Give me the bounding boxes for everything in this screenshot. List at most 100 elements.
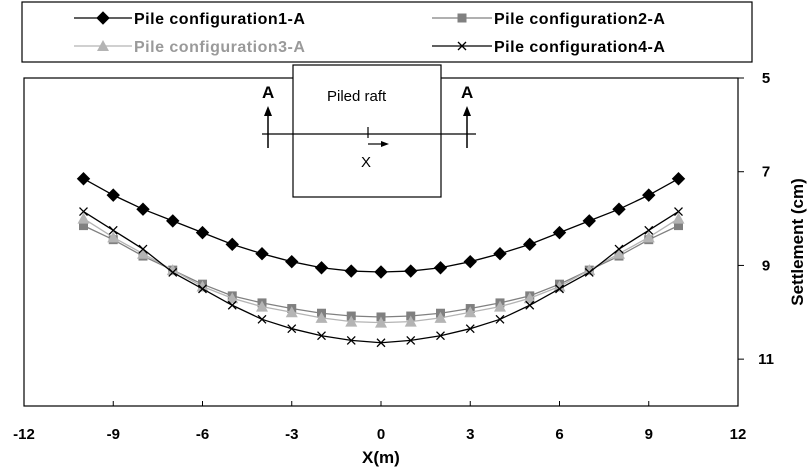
data-point: [495, 314, 505, 324]
data-point: [642, 188, 656, 202]
data-point: [584, 267, 594, 277]
data-point: [285, 254, 299, 269]
data-point: [287, 324, 297, 334]
data-point: [107, 231, 120, 243]
data-point: [137, 247, 149, 259]
inset-arrowhead-right-icon: [463, 106, 471, 116]
inset-diagram: Piled raft A A X: [262, 64, 476, 198]
data-point: [166, 214, 180, 228]
data-point: [614, 244, 624, 254]
axes: -12 -9 -6 -3 0 3 6 9 12 5 7 9 11: [13, 70, 774, 443]
legend: Pile configuration1-A Pile configuration2…: [21, 1, 753, 63]
x-tick-label: 3: [466, 426, 474, 443]
legend-item-2: Pile configuration2-A: [432, 11, 665, 28]
data-point: [493, 247, 507, 261]
data-point: [344, 264, 358, 278]
data-point: [555, 284, 564, 294]
data-point: [345, 315, 358, 327]
data-point: [256, 300, 268, 312]
data-point: [613, 247, 625, 259]
data-point: [406, 335, 416, 345]
data-point: [644, 225, 654, 235]
data-point: [196, 280, 209, 292]
data-point: [672, 212, 685, 224]
data-point: [374, 265, 388, 279]
inset-raft-box: [292, 64, 442, 198]
data-point: [523, 292, 536, 304]
y-axis-title: Settlement (cm): [788, 178, 807, 306]
data-point: [375, 316, 387, 328]
x-tick-label: 9: [645, 426, 653, 443]
series-1: [76, 172, 686, 279]
data-point: [582, 214, 596, 228]
inset-x-arrowhead-icon: [381, 141, 389, 147]
data-point: [166, 264, 179, 276]
data-point: [225, 237, 239, 252]
data-point: [674, 221, 683, 231]
data-point: [404, 264, 418, 278]
data-point: [553, 280, 566, 292]
data-point: [136, 202, 150, 216]
data-point: [433, 261, 448, 275]
data-point: [464, 306, 477, 318]
data-point: [285, 306, 298, 318]
x-tick-label: -12: [13, 426, 35, 443]
data-point: [227, 300, 237, 310]
legend-marker: [457, 13, 467, 23]
data-point: [436, 331, 445, 341]
data-point: [583, 264, 596, 276]
data-point: [552, 225, 567, 240]
data-point: [314, 261, 329, 275]
data-point: [463, 254, 477, 269]
data-point: [523, 237, 537, 252]
data-point: [642, 231, 655, 243]
x-tick-label: 12: [730, 426, 747, 443]
x-tick-label: -3: [285, 426, 298, 443]
inset-arrowhead-left-icon: [264, 106, 272, 116]
data-point: [346, 335, 356, 345]
data-point: [77, 212, 90, 224]
data-point: [612, 202, 626, 216]
data-point: [138, 244, 148, 254]
data-point: [465, 324, 475, 334]
series-layer: [76, 172, 686, 348]
data-point: [376, 338, 386, 348]
data-point: [317, 331, 326, 341]
x-tick-label: 6: [555, 426, 563, 443]
data-point: [255, 247, 269, 261]
data-point: [226, 292, 239, 304]
y-tick-label: 9: [762, 257, 770, 274]
legend-item-3: Pile configuration3-A: [74, 39, 305, 56]
data-point: [315, 311, 328, 323]
series-4: [79, 207, 683, 348]
inset-section-label-left: A: [262, 83, 274, 102]
legend-label: Pile configuration4-A: [494, 39, 665, 56]
inset-raft-label: Piled raft: [327, 88, 387, 105]
legend-frame: [21, 1, 753, 63]
x-tick-label: -9: [107, 426, 120, 443]
legend-label: Pile configuration3-A: [134, 39, 305, 56]
legend-item-1: Pile configuration1-A: [74, 11, 305, 28]
data-point: [76, 172, 91, 186]
data-point: [168, 267, 178, 277]
legend-marker: [97, 40, 109, 51]
inset-x-label: X: [361, 154, 371, 171]
y-tick-label: 11: [758, 351, 774, 368]
data-point: [195, 225, 210, 240]
data-point: [434, 311, 447, 323]
x-axis-title: X(m): [362, 448, 400, 467]
legend-label: Pile configuration2-A: [494, 11, 665, 28]
legend-label: Pile configuration1-A: [134, 11, 305, 28]
data-point: [257, 314, 267, 324]
y-tick-label: 5: [762, 70, 770, 87]
x-tick-label: -6: [196, 426, 209, 443]
series-3: [77, 212, 685, 328]
inset-section-label-right: A: [461, 83, 473, 102]
x-tick-label: 0: [377, 426, 385, 443]
legend-item-4: Pile configuration4-A: [432, 39, 665, 56]
legend-marker: [96, 11, 110, 25]
data-point: [106, 188, 120, 202]
data-point: [79, 207, 88, 217]
data-point: [404, 315, 417, 327]
